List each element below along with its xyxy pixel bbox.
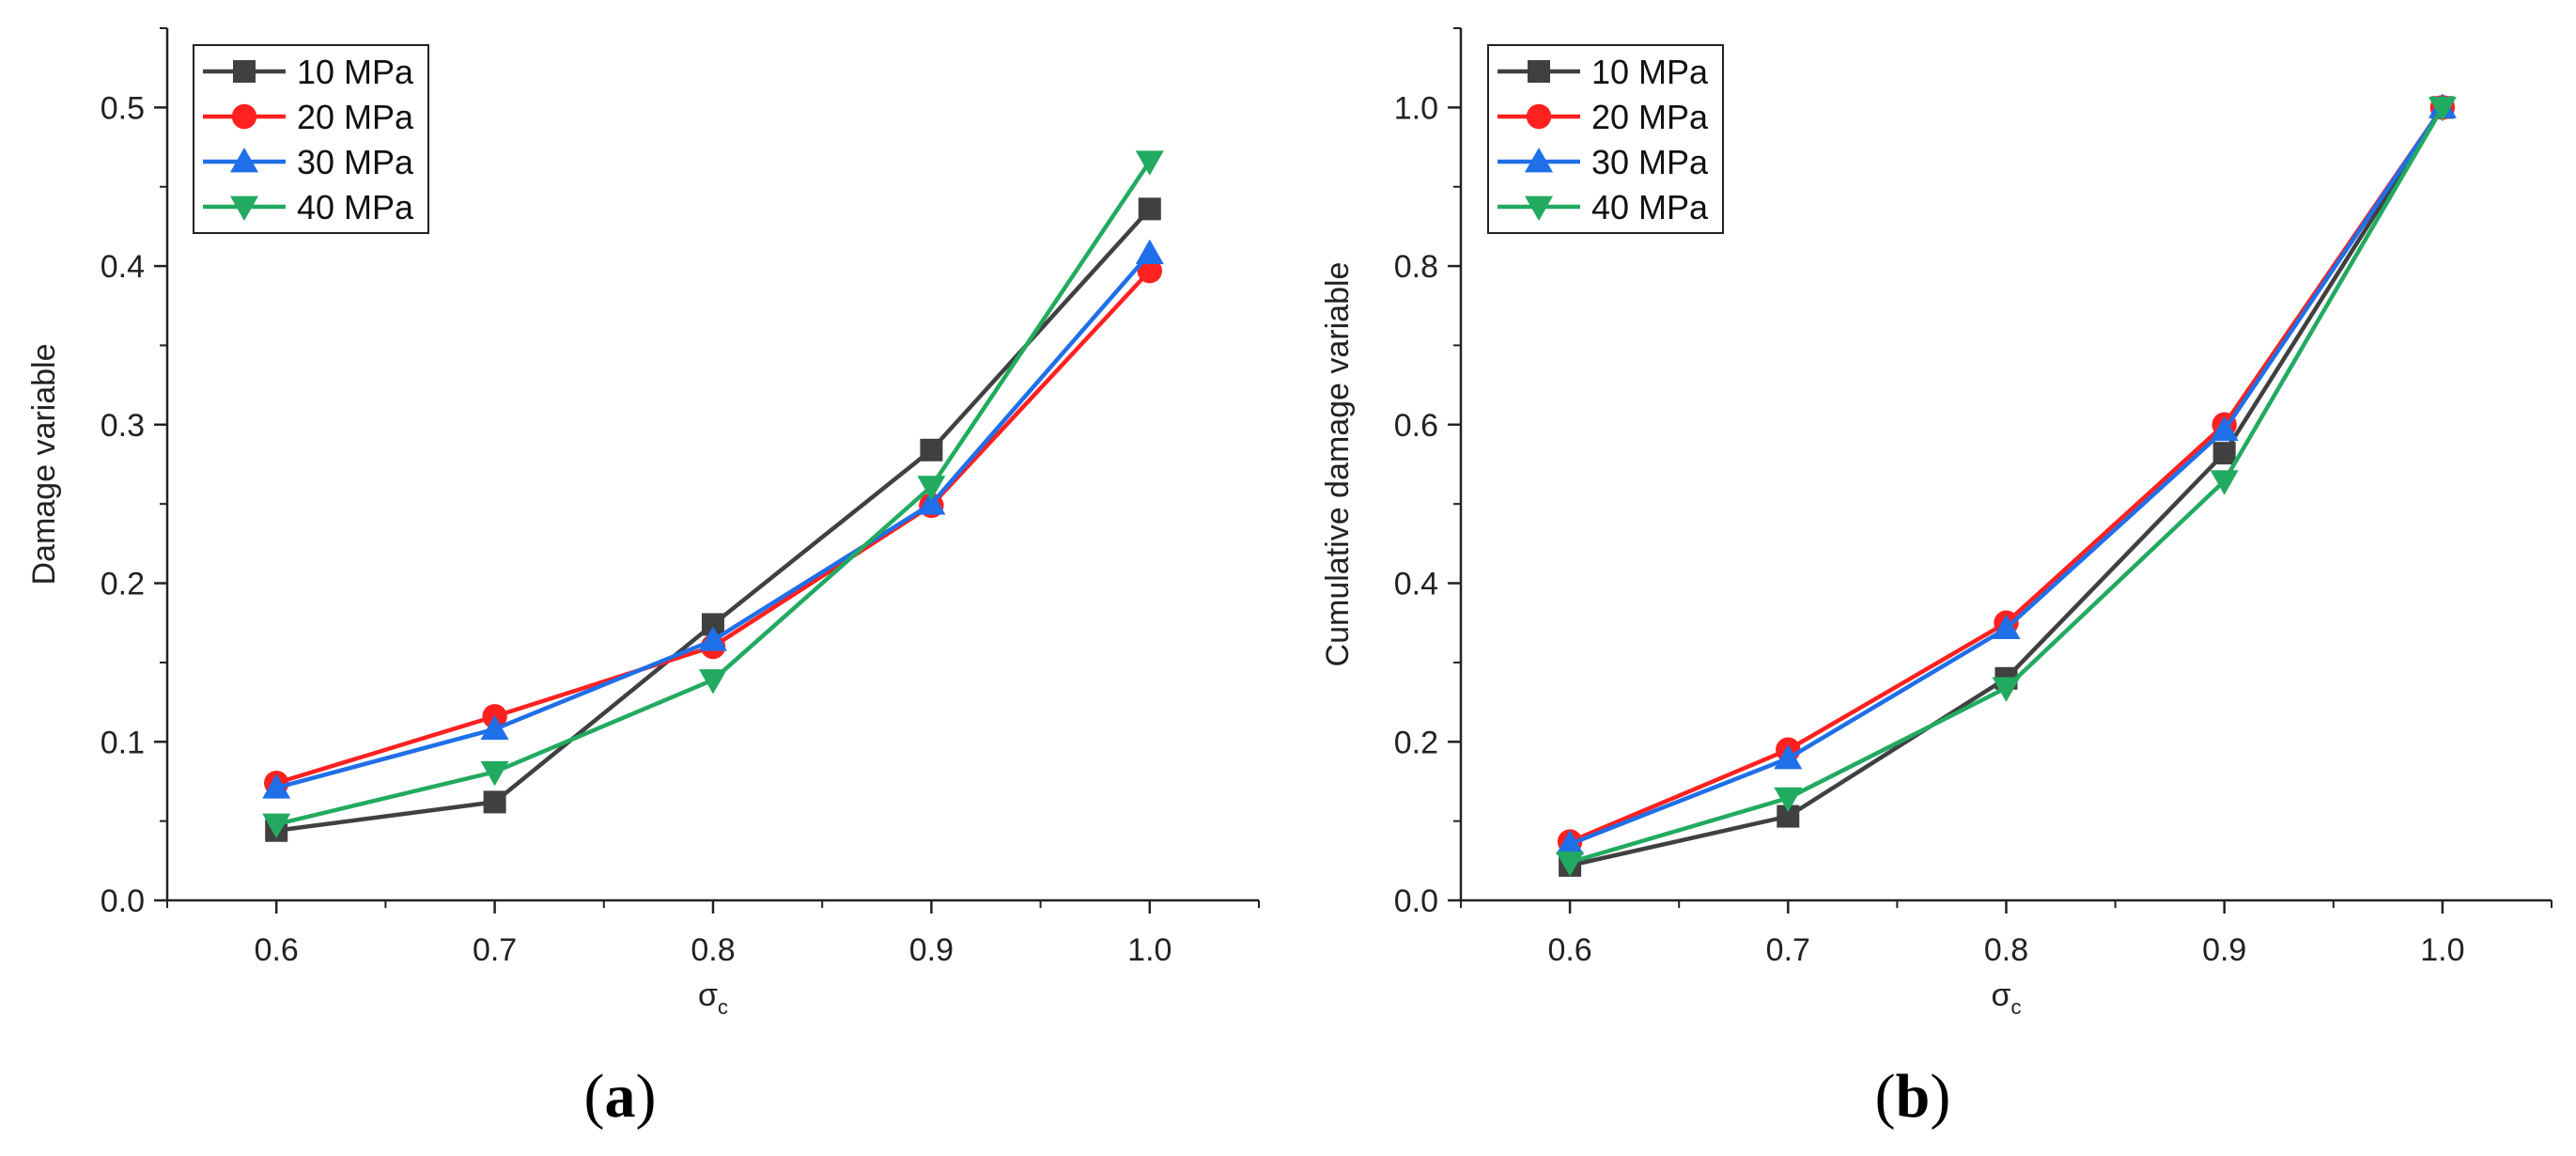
- data-point: [483, 790, 506, 814]
- x-tick-label: 0.9: [2202, 932, 2246, 968]
- x-tick-label: 0.8: [1984, 932, 2028, 968]
- y-tick-label: 0.0: [1394, 883, 1438, 919]
- data-point: [1135, 150, 1164, 176]
- legend-label: 20 MPa: [297, 98, 414, 136]
- y-tick-label: 1.0: [1394, 90, 1438, 126]
- data-point: [917, 476, 946, 501]
- chart-panel-b: 0.0 0.2 0.4 0.6 0.8 1.0 0.6 0.7 0.8 0.9 1.0 σc Cumul…: [1320, 27, 2553, 1131]
- x-axis-title-symbol: σ: [698, 977, 718, 1013]
- x-tick-label: 0.7: [1766, 932, 1810, 968]
- y-axis-title: Damage variable: [26, 343, 62, 585]
- x-tick-label: 0.7: [473, 932, 517, 968]
- y-tick-label: 0.2: [101, 567, 145, 602]
- x-axis-title: σc: [698, 977, 728, 1019]
- data-point: [699, 669, 727, 695]
- data-point: [1137, 258, 1163, 284]
- y-tick-label: 0.4: [101, 249, 145, 285]
- x-axis-title-subscript: c: [2010, 995, 2021, 1019]
- data-point: [2428, 96, 2457, 122]
- data-point: [1992, 614, 2021, 640]
- x-axis-title: σc: [1992, 977, 2022, 1019]
- data-point: [1992, 677, 2021, 702]
- series-40-mpa: [262, 150, 1164, 839]
- data-point: [917, 490, 946, 515]
- panel-label: a: [605, 1062, 636, 1131]
- legend-label: 40 MPa: [1591, 188, 1709, 227]
- series-line: [275, 269, 1152, 786]
- series-20-mpa: [264, 258, 1163, 796]
- panel-label: b: [1896, 1062, 1931, 1131]
- data-point: [480, 760, 509, 787]
- series-10-mpa: [265, 197, 1161, 842]
- legend-marker: [1525, 195, 1553, 221]
- series-line: [275, 160, 1152, 827]
- series-30-mpa: [1556, 93, 2457, 855]
- x-tick-label: 0.6: [255, 932, 299, 968]
- series-30-mpa: [262, 239, 1164, 799]
- data-point: [2210, 470, 2239, 495]
- series-line: [275, 252, 1152, 790]
- data-point: [1138, 197, 1161, 221]
- x-tick-label: 1.0: [1127, 932, 1172, 968]
- legend-box: [1487, 44, 1724, 234]
- data-point: [262, 813, 291, 839]
- data-point: [1135, 239, 1164, 264]
- y-tick-label: 0.2: [1394, 725, 1438, 760]
- legend-marker: [1525, 148, 1553, 173]
- data-point: [480, 714, 509, 741]
- panel-caption: (b): [1875, 1062, 1951, 1131]
- series-line: [275, 207, 1152, 833]
- legend-label: 40 MPa: [297, 188, 414, 227]
- data-point: [1556, 830, 1585, 855]
- y-tick-label: 0.6: [1394, 408, 1438, 444]
- x-axis-title-subscript: c: [718, 995, 728, 1019]
- x-tick-label: 0.8: [691, 932, 735, 968]
- legend-label: 30 MPa: [1591, 143, 1709, 181]
- data-point: [2212, 442, 2236, 465]
- legend-marker: [230, 195, 258, 221]
- chart-panel-a: 0.0 0.1 0.2 0.3 0.4 0.5 0.6 0.7 0.8 0.9 1.0 σc Damag…: [26, 27, 1260, 1131]
- data-point: [2210, 415, 2239, 442]
- y-axis-title: Cumulative damage variable: [1320, 262, 1356, 667]
- legend-marker: [230, 148, 258, 173]
- legend-box: [193, 44, 429, 234]
- legend-label: 20 MPa: [1591, 98, 1709, 136]
- x-tick-label: 0.6: [1547, 932, 1591, 968]
- y-tick-label: 0.3: [101, 408, 145, 444]
- legend-label: 30 MPa: [297, 143, 414, 181]
- legend-marker: [231, 103, 257, 130]
- data-point: [262, 773, 291, 799]
- x-tick-label: 1.0: [2420, 932, 2464, 968]
- legend: 10 MPa 20 MPa 30 MPa 40 MPa: [193, 44, 429, 234]
- x-axis-title-symbol: σ: [1992, 977, 2011, 1013]
- panel-caption: (a): [584, 1062, 657, 1131]
- x-tick-label: 0.9: [909, 932, 954, 968]
- y-tick-label: 0.1: [101, 725, 145, 760]
- y-tick-label: 0.4: [1394, 567, 1438, 602]
- data-point: [1774, 787, 1803, 813]
- legend-label: 10 MPa: [297, 53, 414, 91]
- legend-label: 10 MPa: [1591, 53, 1709, 91]
- y-tick-label: 0.5: [101, 90, 145, 126]
- legend-marker: [1526, 103, 1552, 130]
- legend: 10 MPa 20 MPa 30 MPa 40 MPa: [1487, 44, 1724, 234]
- series-40-mpa: [1556, 96, 2457, 877]
- legend-marker: [233, 60, 256, 83]
- data-point: [920, 438, 943, 461]
- y-tick-label: 0.0: [101, 883, 145, 919]
- data-point: [1774, 743, 1803, 770]
- data-point: [1556, 851, 1585, 877]
- y-tick-label: 0.8: [1394, 249, 1438, 285]
- data-point: [699, 626, 727, 651]
- legend-marker: [1528, 60, 1550, 83]
